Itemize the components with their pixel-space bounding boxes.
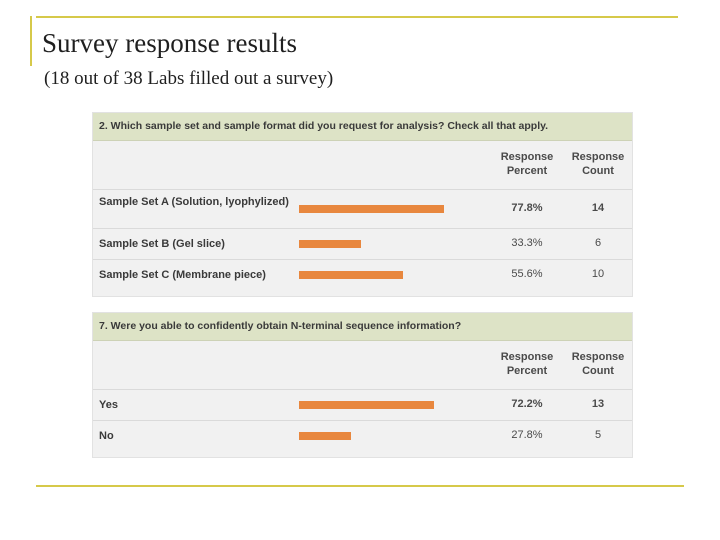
response-percent-value: 27.8% [511, 429, 543, 441]
slide-subtitle: (18 out of 38 Labs filled out a survey) [44, 68, 334, 89]
answer-rows: Yes 72.2% 13 No 27.8% 5 [93, 389, 632, 451]
slide-title: Survey response results [42, 28, 297, 58]
response-percent-header: Response Percent [500, 151, 554, 177]
response-percent-value: 77.8% [511, 202, 543, 214]
survey-question-2-panel: 2. Which sample set and sample format di… [92, 112, 633, 297]
response-bar [299, 432, 351, 440]
answer-row: Sample Set B (Gel slice) 33.3% 6 [93, 228, 632, 259]
survey-question-7-panel: 7. Were you able to confidently obtain N… [92, 312, 633, 458]
frame-bottom-line [36, 485, 684, 487]
answer-row: Sample Set C (Membrane piece) 55.6% 10 [93, 259, 632, 290]
answer-label: Sample Set B (Gel slice) [99, 238, 225, 250]
response-count-header: Response Count [571, 351, 625, 377]
response-percent-value: 72.2% [511, 398, 543, 410]
answer-label: Yes [99, 399, 118, 411]
response-count-value: 6 [594, 237, 602, 249]
response-count-value: 10 [591, 268, 605, 280]
answer-row: Sample Set A (Solution, lyophylized) 77.8… [93, 189, 632, 228]
response-count-value: 13 [591, 398, 605, 410]
response-bar [299, 271, 403, 279]
answer-label: Sample Set C (Membrane piece) [99, 269, 266, 281]
response-count-value: 5 [594, 429, 602, 441]
answer-label: No [99, 430, 114, 442]
answer-row: No 27.8% 5 [93, 420, 632, 451]
frame-left-line [30, 16, 32, 66]
response-count-value: 14 [591, 202, 605, 214]
column-headers: Response Percent Response Count [93, 141, 632, 189]
response-count-header: Response Count [571, 151, 625, 177]
question-title: 2. Which sample set and sample format di… [93, 113, 632, 141]
response-bar [299, 205, 444, 213]
answer-rows: Sample Set A (Solution, lyophylized) 77.8… [93, 189, 632, 290]
answer-row: Yes 72.2% 13 [93, 389, 632, 420]
frame-top-line [36, 16, 678, 18]
question-title: 7. Were you able to confidently obtain N… [93, 313, 632, 341]
response-percent-value: 33.3% [511, 237, 543, 249]
response-bar [299, 401, 434, 409]
response-percent-value: 55.6% [511, 268, 543, 280]
column-headers: Response Percent Response Count [93, 341, 632, 389]
answer-label: Sample Set A (Solution, lyophylized) [99, 196, 289, 208]
response-bar [299, 240, 361, 248]
response-percent-header: Response Percent [500, 351, 554, 377]
